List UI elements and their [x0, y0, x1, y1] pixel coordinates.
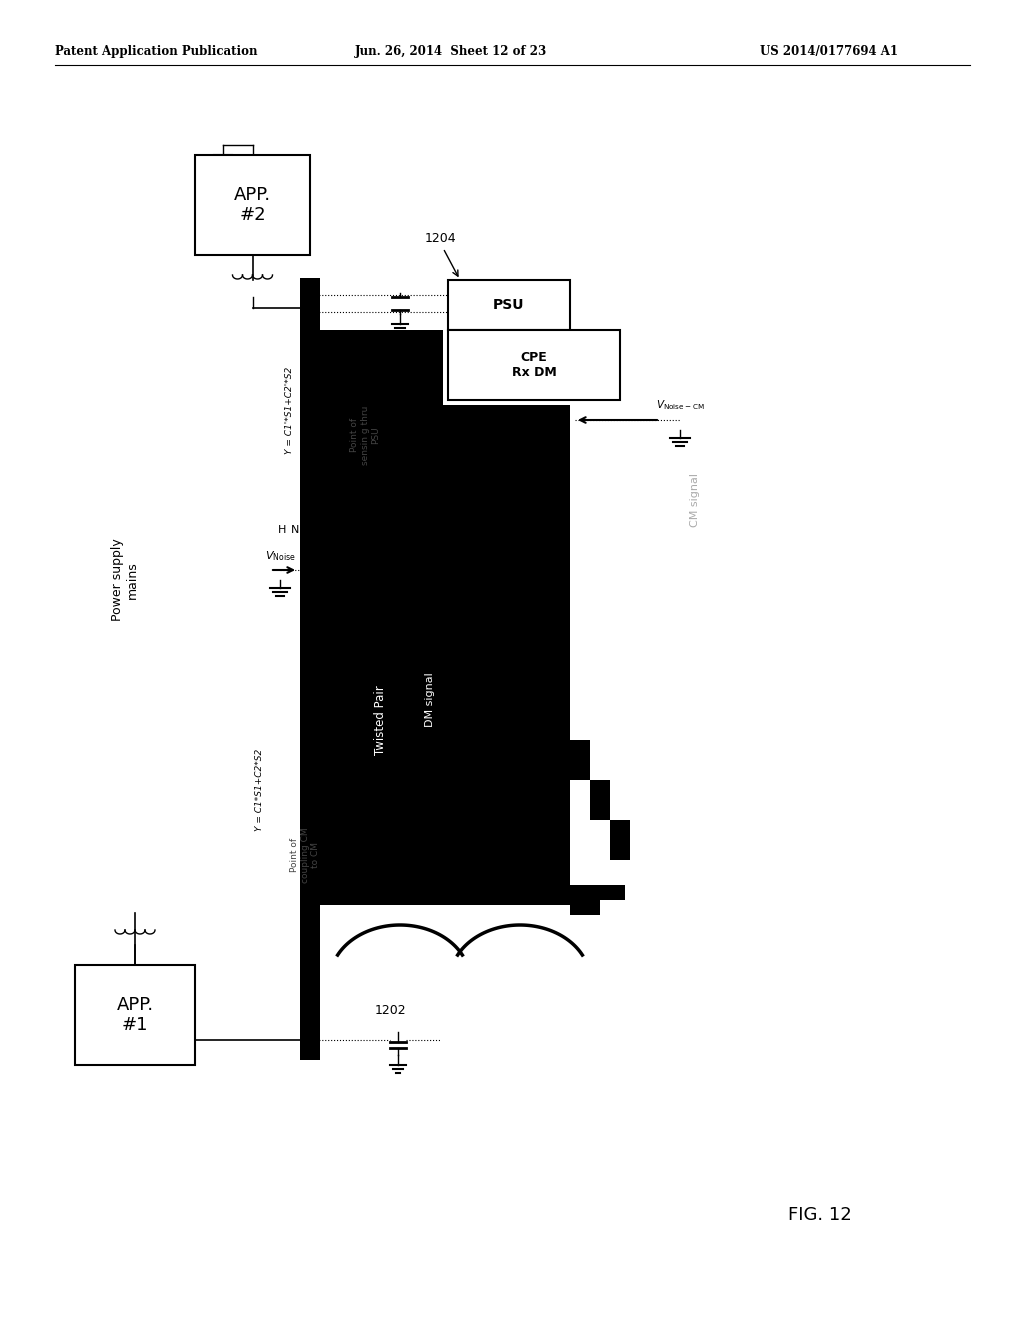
- Bar: [449, 280, 570, 330]
- Bar: [570, 884, 600, 915]
- Text: 1204: 1204: [424, 231, 456, 244]
- Bar: [443, 330, 575, 405]
- Text: G: G: [306, 525, 314, 535]
- Text: 1206: 1206: [339, 583, 371, 597]
- Text: Y = C1'*S1+C2'*S2: Y = C1'*S1+C2'*S2: [286, 367, 295, 454]
- Text: Y = C1*S1+C2*S2: Y = C1*S1+C2*S2: [256, 748, 264, 832]
- Text: Point of
coupling CM
to CM: Point of coupling CM to CM: [290, 828, 319, 883]
- Bar: [590, 780, 610, 820]
- Bar: [300, 279, 319, 1060]
- Text: Patent Application Publication: Patent Application Publication: [55, 45, 257, 58]
- Bar: [75, 965, 195, 1065]
- Text: $V_\mathrm{Noise}$: $V_\mathrm{Noise}$: [264, 549, 295, 562]
- Text: FIG. 12: FIG. 12: [788, 1206, 852, 1224]
- Text: PSU: PSU: [494, 298, 524, 312]
- Bar: [610, 820, 630, 861]
- Text: APP.
#2: APP. #2: [233, 186, 271, 224]
- Bar: [600, 884, 625, 900]
- Text: DM signal: DM signal: [425, 673, 435, 727]
- Bar: [449, 330, 620, 400]
- Text: Twisted Pair: Twisted Pair: [374, 685, 386, 755]
- Bar: [310, 330, 570, 906]
- Bar: [195, 154, 310, 255]
- Text: H: H: [278, 525, 286, 535]
- Text: N: N: [291, 525, 299, 535]
- Text: US 2014/0177694 A1: US 2014/0177694 A1: [760, 45, 898, 58]
- Text: APP.
#1: APP. #1: [117, 995, 154, 1035]
- Text: CM signal: CM signal: [690, 473, 700, 527]
- Text: Point of
sensin g thru
PSU: Point of sensin g thru PSU: [350, 405, 380, 465]
- Bar: [570, 741, 590, 780]
- Text: CPE
Rx DM: CPE Rx DM: [512, 351, 556, 379]
- Text: 1202: 1202: [374, 1003, 406, 1016]
- Text: $V_\mathrm{Noise-CM}$: $V_\mathrm{Noise-CM}$: [655, 399, 705, 412]
- Text: Power supply
mains: Power supply mains: [111, 539, 139, 622]
- Text: Jun. 26, 2014  Sheet 12 of 23: Jun. 26, 2014 Sheet 12 of 23: [355, 45, 547, 58]
